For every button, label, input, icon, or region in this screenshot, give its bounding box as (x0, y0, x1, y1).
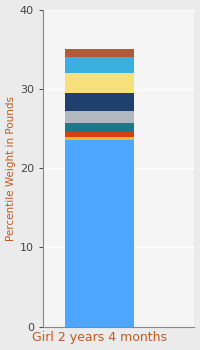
Bar (65, 57, 134, 73)
Bar (65, 49, 134, 57)
Bar (65, 111, 134, 123)
Bar (65, 93, 134, 111)
Y-axis label: Percentile Weight in Pounds: Percentile Weight in Pounds (6, 96, 16, 240)
Bar (65, 132, 134, 137)
Bar (65, 140, 134, 327)
Bar (65, 123, 134, 132)
Bar (65, 137, 134, 140)
Bar (65, 73, 134, 93)
